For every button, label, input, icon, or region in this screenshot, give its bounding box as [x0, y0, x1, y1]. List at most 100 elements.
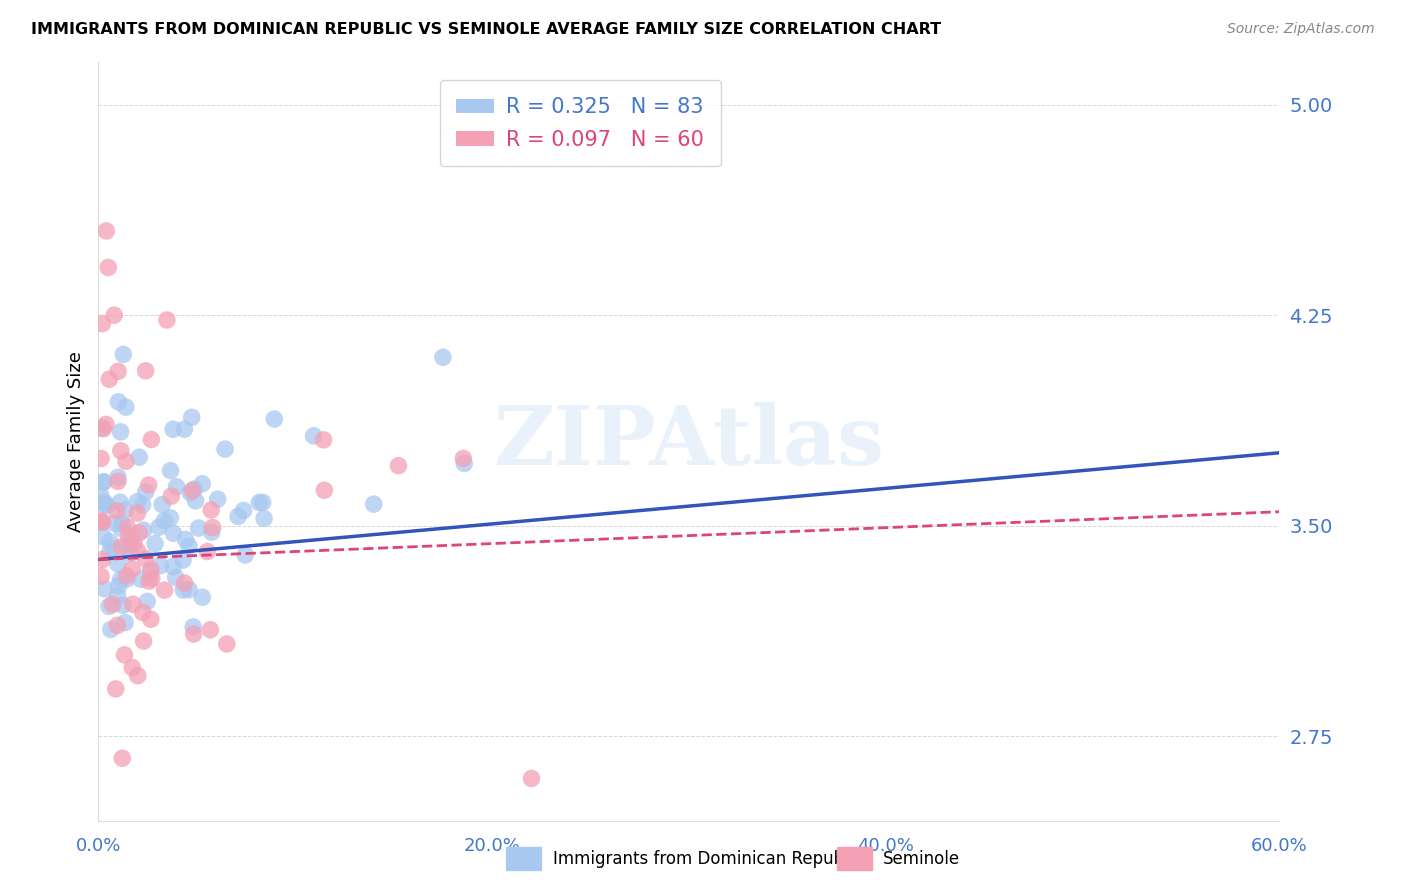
Point: [312, 433, 335, 447]
Point: [93, 582, 115, 596]
Point: [93, 498, 115, 512]
Point: [93, 475, 115, 489]
Text: Seminole: Seminole: [883, 849, 960, 868]
Point: [103, 541, 125, 556]
Point: [115, 539, 138, 553]
Point: [104, 516, 127, 530]
Point: [180, 410, 202, 425]
Point: [91, 317, 114, 331]
Point: [432, 351, 454, 365]
Point: [100, 623, 122, 637]
Text: ZIPAtlas: ZIPAtlas: [494, 401, 884, 482]
Text: Source: ZipAtlas.com: Source: ZipAtlas.com: [1227, 22, 1375, 37]
Point: [132, 523, 155, 537]
Point: [114, 648, 136, 662]
Point: [138, 574, 160, 588]
Point: [172, 582, 194, 597]
Point: [253, 511, 276, 525]
Point: [132, 606, 155, 620]
Point: [90, 569, 112, 583]
Point: [93, 475, 115, 489]
Point: [177, 582, 200, 597]
Text: IMMIGRANTS FROM DOMINICAN REPUBLIC VS SEMINOLE AVERAGE FAMILY SIZE CORRELATION C: IMMIGRANTS FROM DOMINICAN REPUBLIC VS SE…: [31, 22, 941, 37]
Point: [302, 429, 325, 443]
Point: [191, 591, 214, 605]
Point: [165, 570, 187, 584]
Point: [181, 483, 204, 498]
Point: [98, 372, 121, 386]
Point: [162, 559, 184, 574]
Point: [207, 492, 229, 507]
Point: [162, 526, 184, 541]
Point: [117, 520, 139, 534]
Point: [132, 634, 155, 648]
Point: [111, 598, 134, 612]
Point: [160, 489, 183, 503]
Point: [201, 525, 224, 540]
Point: [94, 417, 117, 432]
Point: [118, 535, 141, 549]
Point: [263, 412, 285, 426]
Point: [107, 589, 129, 603]
Point: [90, 516, 112, 530]
Point: [128, 525, 150, 540]
Point: [98, 599, 121, 614]
Point: [183, 482, 205, 496]
Point: [110, 573, 132, 587]
Point: [232, 503, 254, 517]
Point: [134, 551, 156, 566]
Point: [115, 569, 138, 583]
Point: [215, 637, 238, 651]
Point: [114, 503, 136, 517]
Point: [89, 514, 111, 528]
Point: [107, 557, 129, 571]
Point: [201, 520, 224, 534]
Point: [159, 511, 181, 525]
Point: [108, 579, 131, 593]
Point: [122, 536, 145, 550]
Point: [127, 669, 149, 683]
Point: [121, 660, 143, 674]
Point: [173, 422, 195, 436]
Point: [179, 485, 201, 500]
Point: [143, 536, 166, 550]
Point: [148, 520, 170, 534]
Point: [114, 615, 136, 630]
Point: [120, 546, 142, 560]
Point: [520, 772, 543, 786]
Point: [111, 751, 134, 765]
Point: [181, 620, 204, 634]
Point: [162, 422, 184, 436]
Point: [453, 457, 475, 471]
Point: [90, 421, 112, 435]
Point: [108, 495, 131, 509]
Point: [115, 572, 138, 586]
Point: [200, 503, 222, 517]
Point: [153, 583, 176, 598]
Point: [136, 594, 159, 608]
Point: [187, 521, 209, 535]
Point: [93, 422, 115, 436]
Point: [129, 573, 152, 587]
Point: [91, 552, 114, 566]
Point: [177, 539, 200, 553]
Point: [118, 529, 141, 543]
Point: [110, 425, 132, 439]
Point: [184, 493, 207, 508]
Point: [97, 260, 120, 275]
Point: [96, 499, 118, 513]
Point: [139, 612, 162, 626]
Text: Immigrants from Dominican Republic: Immigrants from Dominican Republic: [553, 849, 862, 868]
Point: [200, 623, 222, 637]
Point: [91, 530, 114, 544]
Point: [128, 450, 150, 465]
Point: [90, 451, 112, 466]
Point: [93, 495, 115, 509]
Point: [105, 618, 128, 632]
Point: [135, 364, 157, 378]
Point: [150, 498, 173, 512]
Legend: R = 0.325   N = 83, R = 0.097   N = 60: R = 0.325 N = 83, R = 0.097 N = 60: [440, 80, 721, 166]
Point: [226, 509, 249, 524]
Point: [135, 485, 157, 500]
Point: [98, 534, 121, 549]
